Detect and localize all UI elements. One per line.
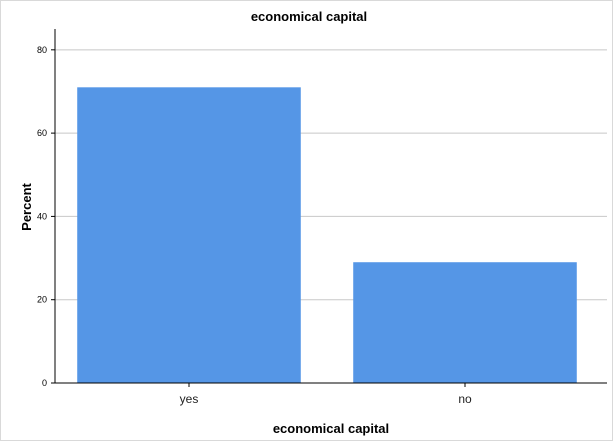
x-category-label: yes	[180, 392, 199, 406]
y-tick-label: 80	[37, 45, 47, 55]
axes	[51, 29, 607, 387]
y-tick-label: 20	[37, 295, 47, 305]
x-category-labels: yes no	[180, 392, 472, 406]
bars	[77, 87, 577, 384]
y-axis-title: Percent	[19, 182, 34, 230]
y-tick-label: 0	[42, 378, 47, 388]
x-category-label: no	[458, 392, 472, 406]
chart-title: economical capital	[251, 9, 367, 24]
y-tick-label: 40	[37, 211, 47, 221]
bar-no	[353, 262, 577, 383]
bar-yes	[77, 87, 301, 384]
y-tick-label: 60	[37, 128, 47, 138]
y-tick-labels: 0 20 40 60 80	[37, 45, 47, 388]
x-axis-title: economical capital	[273, 421, 389, 436]
